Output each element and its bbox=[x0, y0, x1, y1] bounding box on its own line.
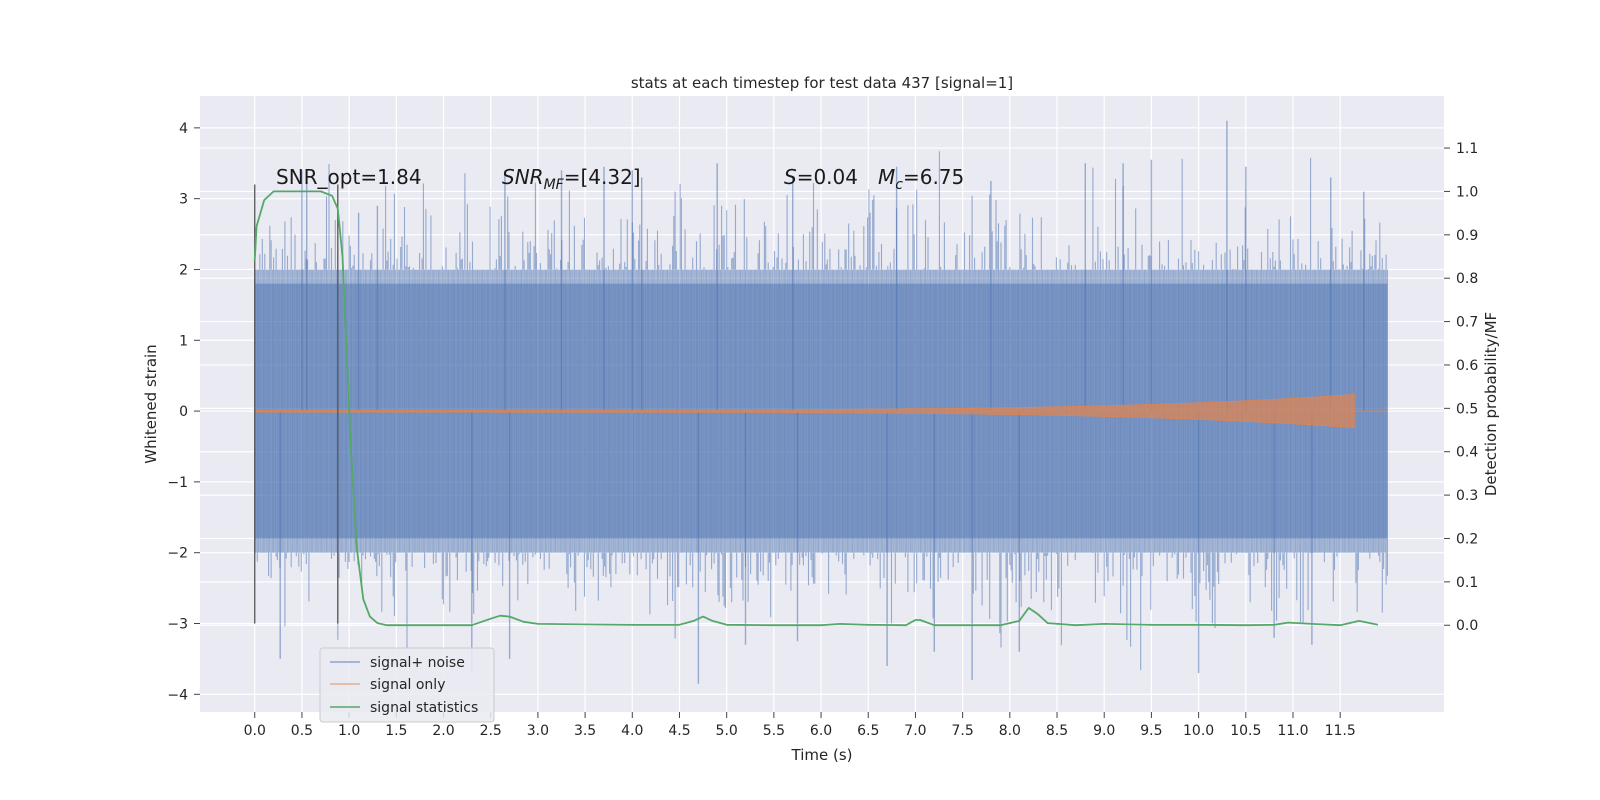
y-tick-label-right: 0.7 bbox=[1456, 315, 1478, 331]
chart-title: stats at each timestep for test data 437… bbox=[631, 74, 1013, 92]
annotation-snr-opt: SNR_opt=1.84 bbox=[276, 165, 422, 189]
signal-statistics-line bbox=[253, 190, 1379, 627]
annotation-s-value: =0.04 bbox=[797, 165, 858, 189]
y-tick-label-right: 0.2 bbox=[1456, 531, 1478, 547]
y-tick-label-right: 1.0 bbox=[1456, 184, 1478, 200]
y-tick-label-right: 0.3 bbox=[1456, 488, 1478, 504]
x-tick-label: 3.5 bbox=[574, 723, 596, 739]
y-axis-label-left: Whitened strain bbox=[142, 344, 160, 463]
y-tick-label-right: 0.5 bbox=[1456, 401, 1478, 417]
signal-only-chirp bbox=[254, 393, 1355, 429]
y-tick-label-left: 2 bbox=[179, 262, 188, 278]
y-tick-label-right: 0.0 bbox=[1456, 618, 1478, 634]
x-tick-label: 0.5 bbox=[291, 723, 313, 739]
x-tick-label: 8.0 bbox=[999, 723, 1021, 739]
x-tick-label: 2.0 bbox=[432, 723, 454, 739]
y-tick-label-left: −3 bbox=[167, 616, 188, 632]
series-signal-statistics bbox=[253, 190, 1379, 627]
annotation-mc: Mc=6.75 bbox=[878, 165, 964, 193]
x-tick-label: 4.5 bbox=[668, 723, 690, 739]
y-tick-label-left: −2 bbox=[167, 546, 188, 562]
x-tick-label: 11.5 bbox=[1325, 723, 1356, 739]
y-tick-label-right: 0.1 bbox=[1456, 575, 1478, 591]
annotation-s-symbol: S bbox=[784, 165, 797, 189]
y-tick-label-right: 0.6 bbox=[1456, 358, 1478, 374]
annotation-s: S=0.04 bbox=[784, 165, 858, 189]
y-tick-label-left: −1 bbox=[167, 475, 188, 491]
y-tick-label-right: 0.4 bbox=[1456, 445, 1478, 461]
x-tick-label: 1.0 bbox=[338, 723, 360, 739]
x-tick-label: 10.5 bbox=[1230, 723, 1261, 739]
y-tick-label-left: 4 bbox=[179, 121, 188, 137]
x-tick-label: 3.0 bbox=[527, 723, 549, 739]
x-tick-label: 6.0 bbox=[810, 723, 832, 739]
annotation-snr-mf-value: =[4.32] bbox=[564, 165, 641, 189]
x-tick-label: 4.0 bbox=[621, 723, 643, 739]
axes: 0.0 0.5 1.0 1.5 2.0 2.5 3.0 3.5 4.0 4.5 5.0 5.5 6.0 6… bbox=[167, 121, 1478, 739]
y-axis-label-right: Detection probability/MF bbox=[1482, 312, 1500, 496]
noise-outlier-peaks bbox=[279, 120, 1365, 684]
x-tick-label: 9.0 bbox=[1093, 723, 1115, 739]
x-tick-label: 8.5 bbox=[1046, 723, 1068, 739]
y-tick-label-left: 0 bbox=[179, 404, 188, 420]
x-tick-label: 6.5 bbox=[857, 723, 879, 739]
legend: signal+ noise signal only signal statist… bbox=[319, 647, 495, 723]
x-tick-label: 7.5 bbox=[952, 723, 974, 739]
series-signal-only bbox=[254, 393, 1388, 429]
x-tick-label: 5.5 bbox=[763, 723, 785, 739]
x-tick-label: 2.5 bbox=[480, 723, 502, 739]
legend-label-signal-statistics: signal statistics bbox=[370, 700, 478, 716]
annotation-mc-symbol: M bbox=[878, 165, 895, 189]
x-tick-label: 11.0 bbox=[1277, 723, 1308, 739]
legend-label-signal-only: signal only bbox=[370, 677, 445, 693]
x-tick-label: 10.0 bbox=[1183, 723, 1214, 739]
y-tick-label-right: 0.8 bbox=[1456, 271, 1478, 287]
annotation-mc-subscript: c bbox=[895, 177, 903, 193]
annotation-snr-mf-subscript: MF bbox=[544, 177, 565, 193]
legend-label-signal-noise: signal+ noise bbox=[370, 655, 465, 671]
x-tick-label: 7.0 bbox=[904, 723, 926, 739]
legend-box bbox=[319, 647, 495, 723]
x-tick-label: 9.5 bbox=[1140, 723, 1162, 739]
x-tick-label: 5.0 bbox=[716, 723, 738, 739]
y-tick-label-left: 1 bbox=[179, 333, 188, 349]
y-tick-label-right: 0.9 bbox=[1456, 228, 1478, 244]
y-tick-label-right: 1.1 bbox=[1456, 141, 1478, 157]
x-axis-label: Time (s) bbox=[791, 746, 853, 764]
annotation-snr-mf-symbol: SNR bbox=[502, 165, 544, 189]
y-tick-label-left: −4 bbox=[167, 687, 188, 703]
x-tick-label: 1.5 bbox=[385, 723, 407, 739]
annotation-mc-value: =6.75 bbox=[903, 165, 964, 189]
annotation-snr-mf: SNRMF=[4.32] bbox=[502, 165, 641, 193]
x-tick-label: 0.0 bbox=[244, 723, 266, 739]
y-tick-label-left: 3 bbox=[179, 192, 188, 208]
